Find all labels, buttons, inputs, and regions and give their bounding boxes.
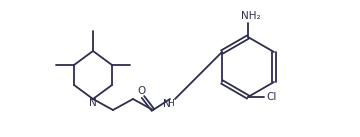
Text: Cl: Cl bbox=[267, 92, 277, 102]
Text: H: H bbox=[168, 99, 174, 109]
Text: O: O bbox=[138, 86, 146, 96]
Text: N: N bbox=[89, 98, 97, 108]
Text: N: N bbox=[163, 99, 171, 109]
Text: NH₂: NH₂ bbox=[241, 11, 261, 21]
